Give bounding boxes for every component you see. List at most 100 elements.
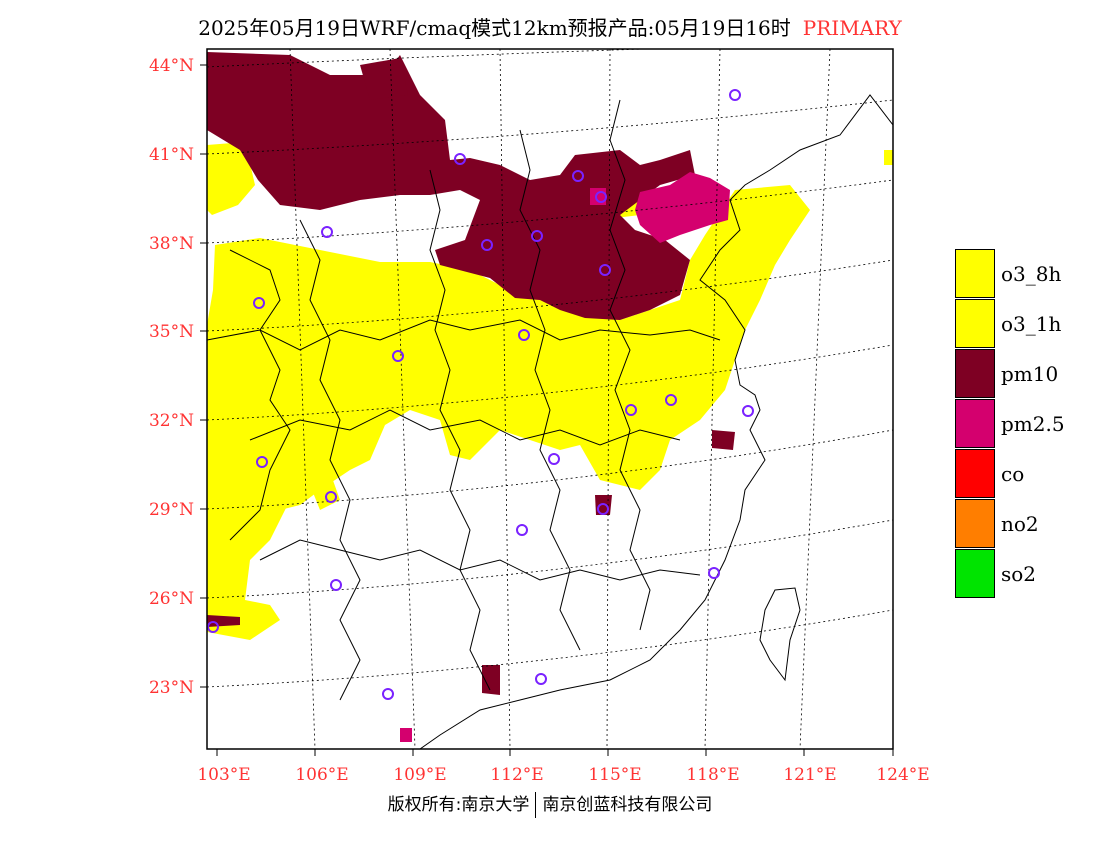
map-title: 2025年05月19日WRF/cmaq模式12km预报产品:05月19日16时 P… <box>0 12 1100 41</box>
station-marker <box>665 394 677 406</box>
lat-label: 29°N <box>149 500 194 520</box>
legend-label: o3_8h <box>1001 262 1062 286</box>
title-main: 2025年05月19日WRF/cmaq模式12km预报产品:05月19日16时 <box>198 16 791 40</box>
province-border-1 <box>207 319 721 351</box>
lat-label: 23°N <box>149 678 194 698</box>
meridian-118e <box>704 49 721 749</box>
lon-label: 103°E <box>197 765 250 785</box>
station-marker <box>516 524 528 536</box>
lat-label: 44°N <box>149 56 194 76</box>
station-marker <box>742 405 754 417</box>
legend-item-no2: no2 <box>955 499 1085 549</box>
lon-label: 118°E <box>686 765 739 785</box>
province-border-6 <box>519 129 581 651</box>
station-marker <box>548 453 560 465</box>
o3-region-west <box>207 142 255 215</box>
legend-item-o3-8h: o3_8h <box>955 249 1085 299</box>
legend-swatch <box>955 549 995 598</box>
station-marker <box>531 230 543 242</box>
station-marker <box>729 89 741 101</box>
station-marker <box>572 170 584 182</box>
lat-label: 35°N <box>149 322 194 342</box>
meridian-112e <box>499 49 511 749</box>
station-marker <box>256 456 268 468</box>
province-border-7 <box>609 99 651 631</box>
station-marker <box>207 621 219 633</box>
station-markers <box>207 89 754 700</box>
province-border-3 <box>259 539 701 581</box>
province-border-5 <box>429 169 491 691</box>
boundaries <box>207 94 893 749</box>
graticule <box>207 49 893 749</box>
o3-patch-3 <box>308 472 340 510</box>
copyright-owner: 版权所有:南京大学 <box>387 795 530 815</box>
legend-item-pm10: pm10 <box>955 349 1085 399</box>
pm25-region-beijing-tianjin <box>635 172 730 243</box>
lat-label: 32°N <box>149 411 194 431</box>
legend-label: o3_1h <box>1001 312 1062 336</box>
legend-item-co: co <box>955 449 1085 499</box>
legend-item-o3-1h: o3_1h <box>955 299 1085 349</box>
legend-item-pm25: pm2.5 <box>955 399 1085 449</box>
title-tag: PRIMARY <box>802 16 902 40</box>
legend-label: co <box>1001 462 1025 486</box>
station-marker <box>535 673 547 685</box>
lat-label: 41°N <box>149 145 194 165</box>
station-marker <box>325 491 337 503</box>
lon-label: 109°E <box>393 765 446 785</box>
parallel-41n <box>207 99 893 155</box>
coastline <box>419 94 893 749</box>
longitude-labels: 103°E 106°E 109°E 112°E 115°E 118°E 121°… <box>197 749 930 785</box>
lat-label: 26°N <box>149 589 194 609</box>
station-marker <box>518 329 530 341</box>
province-border-4 <box>299 219 361 701</box>
plot-frame <box>206 48 894 750</box>
legend-swatch <box>955 499 995 548</box>
meridian-106e <box>289 49 316 749</box>
pm10-patch-2 <box>207 615 240 627</box>
o3-region-main <box>207 185 810 615</box>
station-marker <box>481 239 493 251</box>
copyright-company: 南京创蓝科技有限公司 <box>542 795 713 815</box>
station-marker <box>595 191 607 203</box>
legend-label: pm10 <box>1001 362 1059 386</box>
station-marker <box>330 579 342 591</box>
meridian-115e <box>606 49 611 749</box>
legend-label: pm2.5 <box>1001 412 1065 436</box>
legend-label: no2 <box>1001 512 1039 536</box>
meridian-109e <box>389 49 416 749</box>
station-marker <box>454 153 466 165</box>
pollution-layers <box>207 52 893 742</box>
station-marker <box>597 503 609 515</box>
lon-label: 124°E <box>876 765 929 785</box>
pm10-patch-4 <box>712 430 735 450</box>
pm10-patch-5 <box>482 665 500 695</box>
o3-patch-2 <box>884 150 893 165</box>
legend-swatch <box>955 399 995 448</box>
lon-label: 106°E <box>295 765 348 785</box>
legend-swatch <box>955 349 995 398</box>
station-marker <box>392 350 404 362</box>
lon-label: 121°E <box>783 765 836 785</box>
o3-region-southwest <box>207 460 290 640</box>
lon-label: 115°E <box>588 765 641 785</box>
pm10-region-north <box>207 52 695 320</box>
pollutant-legend: o3_8h o3_1h pm10 pm2.5 co no2 so2 <box>955 249 1085 599</box>
parallel-32n <box>207 344 893 421</box>
station-marker <box>382 688 394 700</box>
meridian-121e <box>799 49 831 749</box>
footer-divider <box>535 792 537 818</box>
legend-item-so2: so2 <box>955 549 1085 599</box>
parallel-38n <box>207 179 893 244</box>
legend-swatch <box>955 449 995 498</box>
station-marker <box>625 404 637 416</box>
pm25-patch-2 <box>400 728 412 742</box>
station-marker <box>253 297 265 309</box>
station-marker <box>599 264 611 276</box>
lat-label: 38°N <box>149 234 194 254</box>
taiwan-outline <box>759 587 801 682</box>
parallel-35n <box>207 259 893 332</box>
copyright-footer: 版权所有:南京大学 南京创蓝科技有限公司 <box>0 790 1100 818</box>
legend-label: so2 <box>1001 562 1037 586</box>
